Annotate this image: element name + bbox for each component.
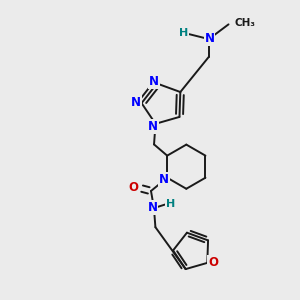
Text: H: H (166, 199, 175, 209)
Text: CH₃: CH₃ (235, 18, 256, 28)
Text: N: N (159, 173, 169, 186)
Text: N: N (131, 96, 141, 109)
Text: N: N (205, 32, 214, 45)
Text: N: N (149, 75, 159, 88)
Text: N: N (148, 120, 158, 133)
Text: O: O (128, 181, 138, 194)
Text: H: H (179, 28, 189, 38)
Text: N: N (148, 201, 158, 214)
Text: O: O (208, 256, 218, 269)
